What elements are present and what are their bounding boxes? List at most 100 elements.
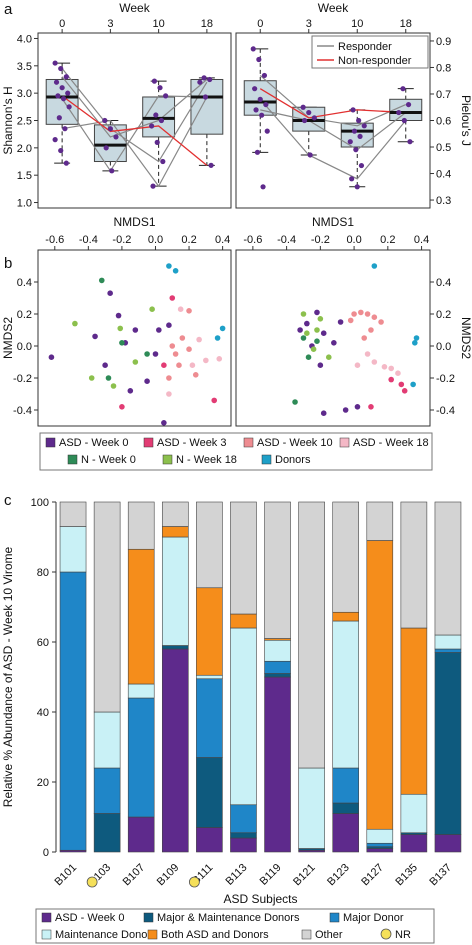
data-point bbox=[413, 335, 420, 341]
y-axis-title: NMDS2 bbox=[459, 317, 472, 359]
data-point bbox=[371, 359, 378, 365]
data-point bbox=[189, 362, 196, 369]
bar-segment bbox=[264, 660, 291, 674]
y-tick-label: 0.4 bbox=[436, 169, 451, 181]
data-point bbox=[342, 407, 349, 413]
data-point bbox=[56, 115, 62, 121]
data-point bbox=[250, 46, 256, 52]
y-tick-label: -0.2 bbox=[436, 373, 455, 385]
data-point bbox=[62, 126, 68, 132]
legend-swatch bbox=[45, 437, 56, 448]
data-point bbox=[349, 176, 355, 182]
box bbox=[190, 78, 224, 135]
legend-box bbox=[311, 35, 429, 69]
data-point bbox=[107, 290, 113, 297]
data-point bbox=[53, 79, 60, 85]
data-point bbox=[144, 351, 150, 357]
y-tick-label: 0.4 bbox=[436, 277, 451, 289]
legend-label: ASD - Week 0 bbox=[59, 437, 129, 449]
legend-swatch bbox=[301, 929, 312, 940]
data-point bbox=[264, 128, 270, 134]
panel-c-stacked-bars: 0 20 40 60 80 100 Relative % Abundance of ASD … bbox=[1, 497, 462, 906]
data-point bbox=[257, 96, 263, 102]
data-point bbox=[405, 101, 412, 108]
data-point bbox=[396, 109, 402, 116]
data-point bbox=[381, 364, 388, 370]
legend-nr-label: NR bbox=[395, 929, 411, 941]
data-point bbox=[347, 317, 354, 324]
bar-segment bbox=[366, 848, 394, 853]
bar-segment bbox=[196, 674, 223, 680]
data-point bbox=[368, 327, 374, 333]
legend-label: ASD - Week 10 bbox=[257, 437, 333, 449]
x-tick-label: -0.4 bbox=[79, 234, 98, 246]
bar-segment bbox=[298, 501, 325, 769]
data-point bbox=[306, 109, 312, 116]
data-point bbox=[172, 268, 179, 274]
data-point bbox=[172, 351, 179, 357]
x-tick-label: 3 bbox=[107, 18, 113, 30]
data-point bbox=[356, 117, 362, 124]
data-point bbox=[361, 123, 367, 129]
data-point bbox=[107, 126, 113, 132]
data-point bbox=[119, 404, 125, 410]
x-tick-label: -0.2 bbox=[112, 234, 131, 246]
y-tick-label: 20 bbox=[37, 777, 49, 789]
x-tick-label: 18 bbox=[201, 18, 213, 30]
y-tick-label: 60 bbox=[37, 637, 49, 649]
bar-segment bbox=[366, 501, 394, 541]
data-point bbox=[72, 320, 78, 327]
data-point bbox=[161, 362, 167, 369]
data-point bbox=[88, 375, 95, 381]
legend-swatch bbox=[147, 929, 158, 940]
x-tick-label: B135 bbox=[393, 862, 420, 889]
y-tick-label: 0.0 bbox=[17, 341, 32, 353]
x-tick-label: 3 bbox=[306, 18, 312, 30]
data-point bbox=[163, 93, 169, 99]
y-axis-title: Shannon's H bbox=[1, 86, 15, 154]
data-point bbox=[192, 372, 199, 378]
y-tick-label: 0.8 bbox=[436, 62, 451, 74]
data-point bbox=[203, 357, 209, 364]
data-point bbox=[150, 183, 156, 189]
data-point bbox=[161, 420, 167, 426]
panel-b-nmds-left: NMDS1 -0.6 -0.4 -0.2 0.0 0.2 0.4 -0.4 -0.2 0.0 0.2… bbox=[1, 215, 232, 427]
panel-b-nmds-right: NMDS1 -0.6 -0.4 -0.2 0.0 0.2 0.4 -0.4 -0.2 0.0 0.2… bbox=[235, 215, 472, 427]
y-tick-label: 0.7 bbox=[436, 89, 451, 101]
data-point bbox=[102, 362, 108, 369]
data-point bbox=[132, 327, 139, 333]
x-tick-label: 0.4 bbox=[414, 234, 429, 246]
data-point bbox=[292, 399, 298, 405]
data-point bbox=[157, 85, 163, 91]
bar-segment bbox=[434, 834, 462, 853]
x-tick-label: B113 bbox=[224, 862, 250, 888]
legend-swatch bbox=[143, 437, 154, 448]
nr-marker bbox=[188, 876, 200, 888]
bar-segment bbox=[332, 802, 360, 814]
data-point bbox=[263, 101, 269, 108]
legend-label: Other bbox=[315, 929, 343, 941]
bar-segment bbox=[264, 676, 291, 853]
legend-frame bbox=[35, 908, 435, 944]
x-tick-label: -0.2 bbox=[311, 234, 330, 246]
legend-swatch bbox=[67, 454, 78, 465]
bar-segment bbox=[434, 652, 462, 835]
y-tick-label: -0.4 bbox=[436, 405, 455, 417]
x-tick-label: -0.4 bbox=[277, 234, 296, 246]
y-tick-label: -0.4 bbox=[13, 405, 32, 417]
nonresponder-line bbox=[61, 95, 208, 166]
data-point bbox=[186, 346, 192, 353]
data-point bbox=[354, 184, 360, 190]
y-tick-label: 2.5 bbox=[17, 116, 32, 128]
y-tick-label: 0.4 bbox=[17, 277, 32, 289]
x-axis-title: NMDS1 bbox=[113, 215, 155, 229]
data-point bbox=[60, 96, 67, 102]
y-axis-title: Pielou's J bbox=[459, 95, 472, 146]
data-point bbox=[160, 158, 166, 165]
bar-segment bbox=[161, 536, 189, 646]
data-point bbox=[407, 139, 413, 145]
data-point bbox=[260, 184, 266, 190]
data-point bbox=[216, 356, 223, 362]
data-point bbox=[98, 277, 105, 284]
data-point bbox=[211, 397, 218, 404]
